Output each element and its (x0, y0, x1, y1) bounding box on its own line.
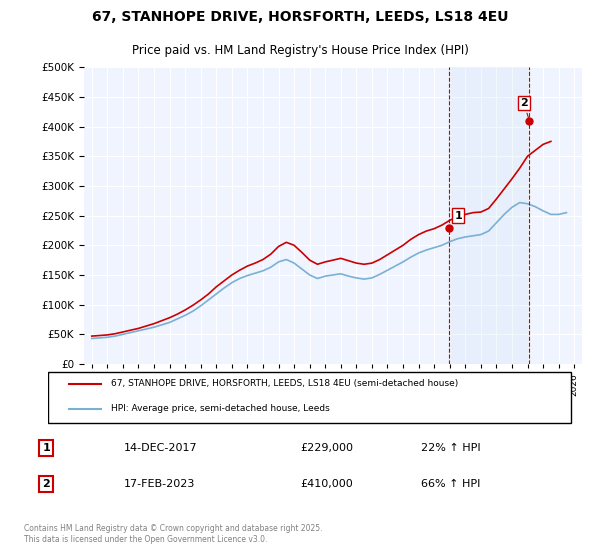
Text: 2: 2 (42, 479, 50, 489)
Text: 2: 2 (520, 98, 529, 118)
Text: 1: 1 (42, 443, 50, 453)
Text: Contains HM Land Registry data © Crown copyright and database right 2025.
This d: Contains HM Land Registry data © Crown c… (24, 524, 323, 544)
Text: 1: 1 (451, 211, 462, 226)
Text: 14-DEC-2017: 14-DEC-2017 (124, 443, 197, 453)
Text: 66% ↑ HPI: 66% ↑ HPI (421, 479, 481, 489)
Text: 22% ↑ HPI: 22% ↑ HPI (421, 443, 481, 453)
Text: £410,000: £410,000 (300, 479, 353, 489)
Text: 17-FEB-2023: 17-FEB-2023 (124, 479, 195, 489)
Text: HPI: Average price, semi-detached house, Leeds: HPI: Average price, semi-detached house,… (112, 404, 330, 413)
Text: 67, STANHOPE DRIVE, HORSFORTH, LEEDS, LS18 4EU (semi-detached house): 67, STANHOPE DRIVE, HORSFORTH, LEEDS, LS… (112, 379, 458, 388)
Bar (449, 67, 529, 364)
Text: £229,000: £229,000 (300, 443, 353, 453)
FancyBboxPatch shape (48, 372, 571, 423)
Text: 67, STANHOPE DRIVE, HORSFORTH, LEEDS, LS18 4EU: 67, STANHOPE DRIVE, HORSFORTH, LEEDS, LS… (92, 10, 508, 24)
Text: Price paid vs. HM Land Registry's House Price Index (HPI): Price paid vs. HM Land Registry's House … (131, 44, 469, 57)
